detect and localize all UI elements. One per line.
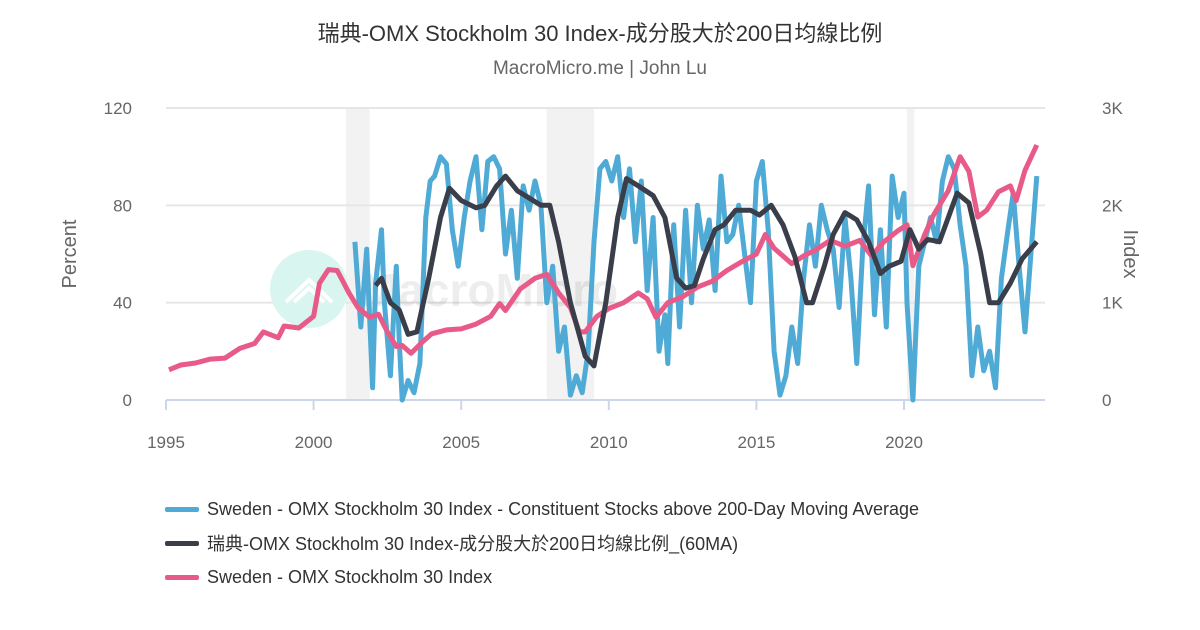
- x-tick-label: 2000: [295, 433, 333, 452]
- legend-label: Sweden - OMX Stockholm 30 Index - Consti…: [207, 498, 920, 519]
- y-right-tick-label: 1K: [1102, 294, 1123, 313]
- series-line-2: [168, 143, 1040, 373]
- y-left-tick-label: 120: [104, 99, 132, 118]
- y-left-tick-label: 80: [113, 196, 132, 215]
- legend-label: Sweden - OMX Stockholm 30 Index: [207, 566, 493, 587]
- chart-title: 瑞典-OMX Stockholm 30 Index-成分股大於200日均線比例: [317, 21, 883, 46]
- legend: Sweden - OMX Stockholm 30 Index - Consti…: [165, 492, 919, 594]
- y-left-tick-label: 0: [123, 391, 132, 410]
- chart-subtitle: MacroMicro.me | John Lu: [492, 58, 707, 79]
- legend-item-breadth[interactable]: Sweden - OMX Stockholm 30 Index - Consti…: [165, 492, 919, 526]
- watermark-text: MacroMicro: [360, 264, 618, 316]
- x-tick-label: 1995: [147, 433, 185, 452]
- legend-item-index[interactable]: Sweden - OMX Stockholm 30 Index: [165, 560, 919, 594]
- x-tick-label: 2010: [590, 433, 628, 452]
- x-tick-label: 2015: [737, 433, 775, 452]
- y-right-axis-label: Index: [1119, 230, 1141, 279]
- legend-label: 瑞典-OMX Stockholm 30 Index-成分股大於200日均線比例_…: [207, 534, 739, 554]
- y-left-axis-label: Percent: [59, 219, 81, 288]
- series-line-1: [373, 173, 1039, 369]
- legend-item-60ma[interactable]: 瑞典-OMX Stockholm 30 Index-成分股大於200日均線比例_…: [165, 526, 919, 560]
- y-left-tick-label: 40: [113, 294, 132, 313]
- x-tick-label: 2020: [885, 433, 923, 452]
- y-right-tick-label: 3K: [1102, 99, 1123, 118]
- x-tick-label: 2005: [442, 433, 480, 452]
- legend-swatch: [165, 506, 199, 512]
- legend-swatch: [165, 574, 199, 580]
- legend-swatch: [165, 540, 199, 546]
- y-right-tick-label: 2K: [1102, 196, 1123, 215]
- chart-plot: 0 40 80 120 0 1K 2K 3K 1995 2000 2005 2010 2015 2020 P…: [59, 99, 1141, 452]
- series-line-0: [352, 154, 1040, 403]
- y-right-tick-label: 0: [1102, 391, 1111, 410]
